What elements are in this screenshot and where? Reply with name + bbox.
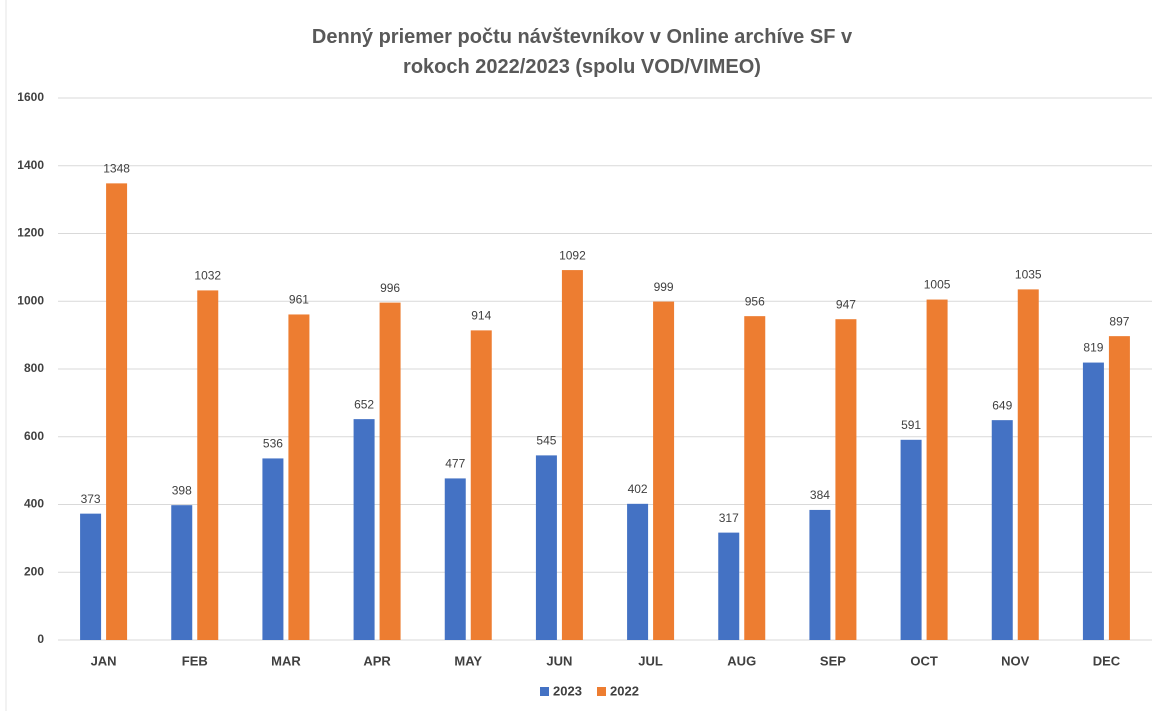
- value-label: 996: [380, 281, 400, 295]
- bar: [991, 420, 1013, 640]
- x-tick-label: NOV: [1001, 653, 1030, 668]
- bar: [926, 299, 948, 640]
- value-label: 649: [992, 398, 1012, 412]
- bar: [262, 458, 284, 640]
- bar: [171, 505, 193, 640]
- x-tick-label: DEC: [1093, 653, 1121, 668]
- bar: [353, 419, 375, 640]
- bar: [744, 316, 766, 640]
- bar: [80, 513, 102, 640]
- legend-swatch: [597, 687, 606, 696]
- value-label: 819: [1083, 341, 1103, 355]
- x-tick-label: MAY: [454, 653, 482, 668]
- x-tick-label: FEB: [182, 653, 208, 668]
- bar: [627, 503, 649, 640]
- x-tick-label: SEP: [820, 653, 846, 668]
- value-label: 402: [628, 482, 648, 496]
- y-tick-label: 1600: [17, 90, 44, 104]
- bar: [1108, 336, 1130, 640]
- y-tick-label: 0: [37, 632, 44, 646]
- bar: [379, 302, 401, 640]
- x-tick-label: JAN: [91, 653, 117, 668]
- value-label: 999: [654, 280, 674, 294]
- y-tick-label: 1400: [17, 158, 44, 172]
- legend-label: 2023: [553, 683, 582, 698]
- value-label: 914: [471, 309, 491, 323]
- bar: [444, 478, 466, 640]
- bar: [653, 301, 675, 640]
- value-label: 536: [263, 437, 283, 451]
- value-label: 1348: [103, 162, 130, 176]
- y-tick-label: 600: [24, 429, 44, 443]
- value-label: 545: [536, 434, 556, 448]
- x-tick-label: JUL: [638, 653, 663, 668]
- x-tick-label: APR: [363, 653, 391, 668]
- value-label: 591: [901, 418, 921, 432]
- value-label: 1005: [924, 278, 951, 292]
- value-label: 652: [354, 397, 374, 411]
- chart-title: Denný priemer počtu návštevníkov v Onlin…: [311, 26, 853, 78]
- x-tick-label: OCT: [910, 653, 938, 668]
- y-tick-label: 800: [24, 361, 44, 375]
- bar: [561, 270, 583, 640]
- value-label: 1092: [559, 248, 586, 262]
- value-label: 384: [810, 488, 830, 502]
- y-tick-label: 1200: [17, 226, 44, 240]
- bar: [835, 319, 857, 640]
- value-label: 477: [445, 457, 465, 471]
- value-label: 897: [1109, 314, 1129, 328]
- value-label: 1032: [194, 269, 221, 283]
- value-label: 961: [289, 293, 309, 307]
- bar: [535, 455, 557, 640]
- value-label: 373: [81, 492, 101, 506]
- x-tick-label: AUG: [727, 653, 756, 668]
- bar: [197, 290, 219, 640]
- value-label: 1035: [1015, 268, 1042, 282]
- legend-swatch: [540, 687, 549, 696]
- bar: [1017, 289, 1039, 640]
- y-tick-label: 400: [24, 497, 44, 511]
- bar: [1082, 362, 1104, 640]
- y-tick-label: 200: [24, 564, 44, 578]
- value-label: 947: [836, 297, 856, 311]
- bar: [470, 330, 492, 640]
- value-label: 317: [719, 511, 739, 525]
- x-tick-label: MAR: [271, 653, 301, 668]
- bar: [288, 314, 310, 640]
- y-tick-label: 1000: [17, 293, 44, 307]
- value-label: 398: [172, 483, 192, 497]
- bar: [900, 439, 922, 640]
- x-tick-label: JUN: [546, 653, 572, 668]
- bar: [106, 183, 128, 641]
- legend-label: 2022: [610, 683, 639, 698]
- bar: [718, 532, 740, 640]
- bar: [809, 509, 831, 640]
- value-label: 956: [745, 294, 765, 308]
